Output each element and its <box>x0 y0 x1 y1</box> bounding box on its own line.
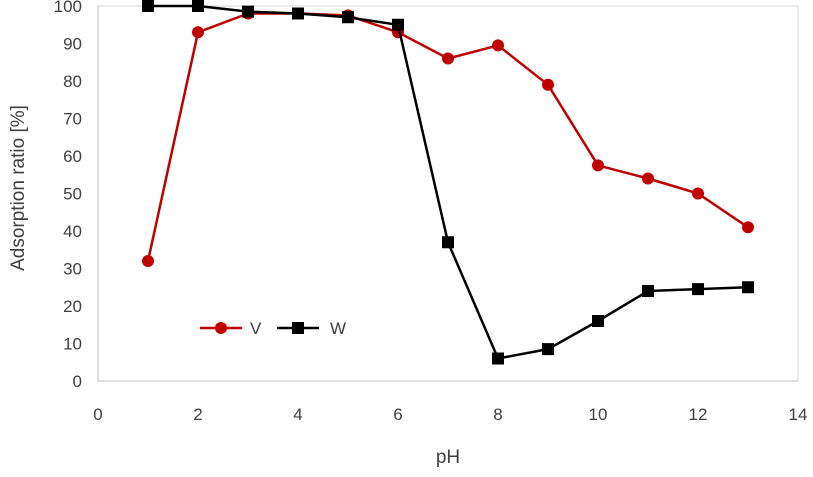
x-tick-label: 2 <box>193 405 202 424</box>
x-tick-label: 14 <box>789 405 808 424</box>
x-tick-label: 4 <box>293 405 302 424</box>
series-line-v <box>146 12 749 262</box>
data-point-w <box>142 0 154 12</box>
data-point-w <box>192 0 204 12</box>
data-point-v <box>442 52 454 65</box>
data-point-w <box>592 315 604 327</box>
series-v <box>142 7 754 267</box>
y-tick-label: 50 <box>63 185 82 204</box>
legend-marker-v <box>215 322 227 334</box>
data-point-w <box>492 352 504 365</box>
data-point-w <box>642 285 654 297</box>
data-point-w <box>392 18 404 31</box>
y-tick-label: 60 <box>63 147 82 166</box>
series-w <box>142 0 754 365</box>
x-tick-label: 0 <box>93 405 102 424</box>
y-tick-label: 100 <box>54 0 82 16</box>
data-point-v <box>692 187 704 200</box>
data-point-w <box>442 236 454 249</box>
data-point-v <box>492 39 504 52</box>
data-point-v <box>742 221 754 234</box>
y-tick-labels: 0 10 20 30 40 50 60 70 80 90 100 <box>54 0 82 391</box>
data-point-v <box>142 255 154 267</box>
y-axis-title: Adsorption ratio [%] <box>8 105 29 271</box>
legend-label-w: W <box>330 319 346 338</box>
x-tick-label: 6 <box>393 405 402 424</box>
data-point-w <box>742 281 754 294</box>
x-tick-label: 12 <box>689 405 708 424</box>
y-tick-label: 70 <box>63 110 82 129</box>
x-tick-label: 10 <box>589 405 608 424</box>
y-tick-label: 80 <box>63 72 82 91</box>
y-tick-label: 0 <box>73 372 82 391</box>
series-layer <box>142 0 754 365</box>
data-point-v <box>192 26 204 39</box>
legend-label-v: V <box>250 319 262 338</box>
data-point-w <box>692 283 704 296</box>
y-tick-label: 40 <box>63 222 82 241</box>
y-tick-label: 90 <box>63 35 82 54</box>
data-point-w <box>542 343 554 356</box>
data-point-v <box>592 159 604 172</box>
data-point-w <box>292 7 304 20</box>
y-tick-label: 30 <box>63 260 82 279</box>
legend-marker-w <box>292 322 304 334</box>
x-axis-title: pH <box>436 447 460 468</box>
data-point-w <box>342 11 354 24</box>
y-tick-label: 20 <box>63 297 82 316</box>
data-point-w <box>242 5 254 18</box>
x-tick-label: 8 <box>493 405 502 424</box>
data-point-v <box>642 172 654 185</box>
x-tick-labels: 0 2 4 6 8 10 12 14 <box>93 405 807 424</box>
y-tick-label: 10 <box>63 335 82 354</box>
data-point-v <box>542 78 554 91</box>
